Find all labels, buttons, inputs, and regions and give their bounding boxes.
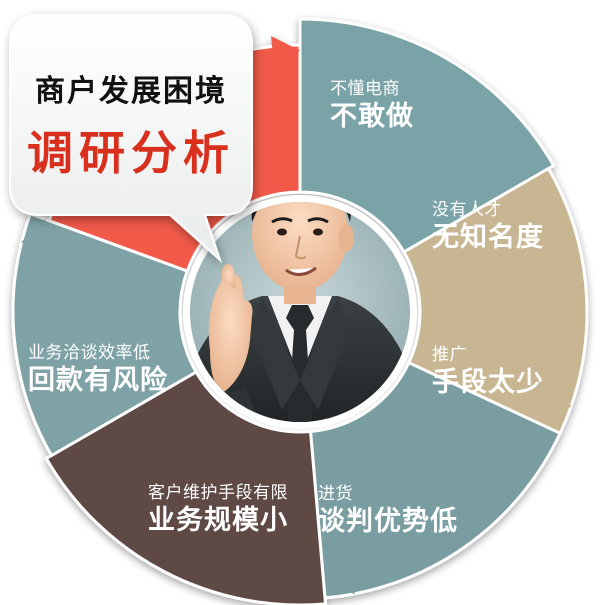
segment-label-talent: 没有人才 无知名度 <box>432 199 544 255</box>
ring-segment-ecommerce <box>298 17 556 255</box>
segment-big-text: 不敢做 <box>330 101 414 132</box>
segment-big-text: 谈判优势低 <box>318 506 458 537</box>
segment-label-purchase: 进货 谈判优势低 <box>318 483 458 539</box>
bubble-title: 商户发展困境 <box>35 74 227 109</box>
bubble-subtitle: 调研分析 <box>27 126 235 180</box>
segment-small-text: 没有人才 <box>432 200 502 220</box>
ring-segment-promotion <box>308 360 563 600</box>
ring-segment-purchase <box>44 369 328 605</box>
ring-segment-talent <box>401 166 589 436</box>
segment-label-payment: 业务洽谈效率低 回款有风险 <box>28 342 168 398</box>
segment-small-text: 客户维护手段有限 <box>148 483 288 503</box>
ring-arrow-ecommerce <box>509 141 538 175</box>
businessman-figure <box>183 195 417 429</box>
ring-arrow-promotion <box>323 562 355 595</box>
segment-small-text: 进货 <box>318 484 353 504</box>
segment-small-text: 业务洽谈效率低 <box>28 343 151 363</box>
ring-arrow-talent <box>541 395 572 427</box>
segment-small-text: 推广 <box>432 345 467 365</box>
segment-big-text: 手段太少 <box>432 367 544 398</box>
ring-arrow-scale <box>21 219 53 251</box>
segment-big-text: 回款有风险 <box>28 365 168 396</box>
segment-label-ecommerce: 不懂电商 不敢做 <box>330 78 414 134</box>
segment-label-promotion: 推广 手段太少 <box>432 344 544 400</box>
segment-big-text: 业务规模小 <box>148 505 288 536</box>
speech-bubble-text: 商户发展困境 调研分析 <box>10 15 252 215</box>
ring-arrow-purchase <box>62 449 91 483</box>
segment-label-scale: 客户维护手段有限 业务规模小 <box>148 482 288 538</box>
segment-big-text: 无知名度 <box>432 222 544 253</box>
speech-bubble <box>9 14 253 264</box>
segment-small-text: 不懂电商 <box>330 79 400 99</box>
ring-segment-scale <box>11 211 199 458</box>
ring-arrow-payment <box>271 36 300 68</box>
